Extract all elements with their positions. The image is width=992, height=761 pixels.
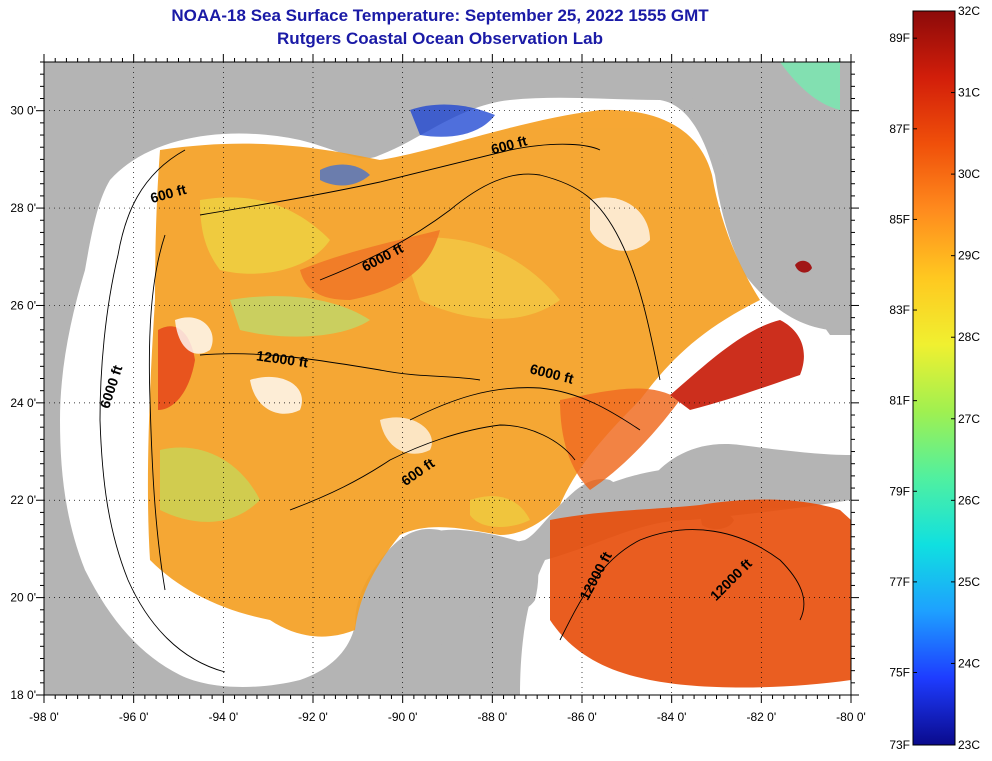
lat-tick-label: 24 0' bbox=[10, 396, 36, 410]
contour-600ft-north bbox=[199, 143, 601, 216]
sst-field bbox=[147, 62, 851, 688]
lat-tick-label: 18 0' bbox=[10, 688, 36, 702]
colorbar-fahrenheit-label: 81F bbox=[889, 394, 910, 408]
lat-tick-label: 28 0' bbox=[10, 201, 36, 215]
contour-6000ft-north bbox=[319, 173, 661, 381]
colorbar-fahrenheit-label: 89F bbox=[889, 31, 910, 45]
colorbar-celsius-label: 30C bbox=[958, 167, 980, 181]
lon-tick-label: -84 0' bbox=[657, 710, 687, 724]
colorbar-fahrenheit-label: 75F bbox=[889, 666, 910, 680]
colorbar-celsius-label: 31C bbox=[958, 86, 980, 100]
colorbar-fahrenheit-label: 87F bbox=[889, 122, 910, 136]
contour-6000ft-west bbox=[148, 234, 166, 591]
colorbar-fahrenheit-label: 79F bbox=[889, 484, 910, 498]
contour-label: 12000 ft bbox=[255, 347, 309, 370]
colorbar bbox=[912, 10, 956, 746]
axis-ticks bbox=[36, 54, 859, 703]
colorbar-fahrenheit-label: 83F bbox=[889, 303, 910, 317]
colorbar-labels: 32C 31C 30C 29C 28C 27C 26C 25C 24C 23C 89F 87F 85F 8… bbox=[889, 4, 980, 752]
lon-tick-label: -98 0' bbox=[29, 710, 59, 724]
colorbar-fahrenheit-label: 77F bbox=[889, 575, 910, 589]
lat-tick-label: 26 0' bbox=[10, 298, 36, 312]
contour-12000ft-caribbean bbox=[559, 529, 805, 641]
bathymetry-contours bbox=[99, 143, 805, 673]
lat-tick-label: 22 0' bbox=[10, 493, 36, 507]
colorbar-fahrenheit-label: 73F bbox=[889, 738, 910, 752]
lon-tick-label: -86 0' bbox=[567, 710, 597, 724]
lon-tick-label: -90 0' bbox=[388, 710, 418, 724]
lat-lon-grid bbox=[44, 62, 851, 695]
colorbar-celsius-label: 23C bbox=[958, 738, 980, 752]
colorbar-celsius-label: 27C bbox=[958, 412, 980, 426]
colorbar-celsius-label: 24C bbox=[958, 656, 980, 670]
lon-tick-label: -92 0' bbox=[298, 710, 328, 724]
lon-tick-label: -94 0' bbox=[209, 710, 239, 724]
colorbar-celsius-label: 32C bbox=[958, 4, 980, 18]
colorbar-celsius-label: 28C bbox=[958, 330, 980, 344]
lat-tick-label: 20 0' bbox=[10, 591, 36, 605]
contour-6000ft-central bbox=[409, 387, 641, 431]
map-subtitle: Rutgers Coastal Ocean Observation Lab bbox=[277, 29, 603, 48]
colorbar-celsius-label: 25C bbox=[958, 575, 980, 589]
cuba-land bbox=[560, 458, 851, 520]
lat-tick-label: 30 0' bbox=[10, 104, 36, 118]
yucatan-land bbox=[372, 529, 539, 650]
map-title: NOAA-18 Sea Surface Temperature: Septemb… bbox=[171, 6, 709, 25]
lon-tick-label: -88 0' bbox=[478, 710, 508, 724]
florida-land bbox=[690, 62, 851, 335]
contour-600ft-west bbox=[99, 149, 226, 673]
contour-600ft-yucatan bbox=[289, 424, 576, 511]
colorbar-celsius-label: 29C bbox=[958, 249, 980, 263]
colorbar-fahrenheit-label: 85F bbox=[889, 212, 910, 226]
lon-tick-label: -82 0' bbox=[747, 710, 777, 724]
contour-12000ft bbox=[199, 353, 481, 381]
colorbar-celsius-label: 26C bbox=[958, 493, 980, 507]
axis-labels: -98 0' -96 0' -94 0' -92 0' -90 0' -88 0' -86 … bbox=[10, 104, 865, 724]
lon-tick-label: -80 0' bbox=[836, 710, 866, 724]
lon-tick-label: -96 0' bbox=[119, 710, 149, 724]
